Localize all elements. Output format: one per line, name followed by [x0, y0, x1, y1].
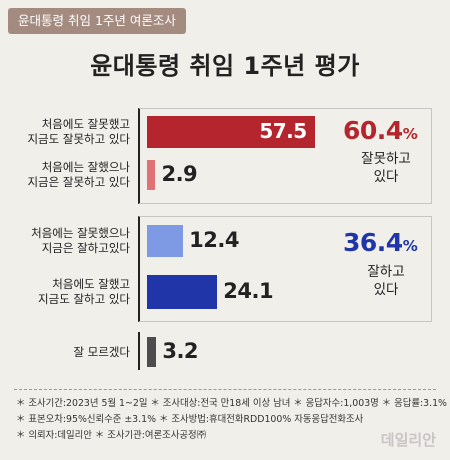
axis-line-unknown: [138, 332, 140, 370]
bar: [147, 275, 218, 309]
dailian-logo: 데일리안: [380, 431, 436, 449]
row-label-line: 처음에는 잘못했으나: [31, 226, 130, 240]
negative-total: 60.4%: [343, 116, 418, 145]
row-label: 잘 모르겠다: [73, 345, 130, 360]
negative-label-line-2: 있다: [373, 169, 399, 185]
bar: [147, 337, 157, 367]
row-label-line: 처음에도 잘했고: [52, 277, 130, 291]
positive-label-line-1: 잘하고: [367, 264, 405, 280]
bar-value-label: 3.2: [162, 339, 199, 363]
survey-notes: ＊ 조사기간:2023년 5월 1~2일 ＊ 조사대상:전국 만18세 이상 남…: [16, 396, 447, 444]
positive-total-value: 36.4: [343, 228, 403, 257]
survey-tag: 윤대통령 취임 1주년 여론조사: [8, 8, 186, 34]
bar: [147, 160, 156, 190]
bar-value-label: 12.4: [189, 228, 239, 252]
note-line-1: ＊ 조사기간:2023년 5월 1~2일 ＊ 조사대상:전국 만18세 이상 남…: [16, 398, 447, 409]
row-label-line: 잘 모르겠다: [73, 344, 130, 359]
positive-total-unit: %: [402, 237, 418, 255]
row-label-line: 처음에도 잘못했고: [41, 117, 130, 131]
positive-label-line-2: 있다: [373, 282, 399, 298]
negative-group-box: [138, 108, 432, 204]
bar: [147, 225, 184, 257]
negative-total-value: 60.4: [343, 116, 403, 145]
note-line-3: ＊ 의뢰자:데일리안 ＊ 조사기관:여론조사공정㈜: [16, 430, 207, 441]
bar: [147, 116, 315, 148]
positive-total-label: 잘하고 있다: [350, 263, 422, 299]
row-label-line: 지금은 잘못하고 있다: [27, 175, 130, 189]
negative-label-line-1: 잘못하고: [361, 151, 411, 167]
row-label-line: 지금도 잘못하고 있다: [27, 132, 130, 146]
bar-value-label: 24.1: [223, 279, 274, 303]
row-label: 처음에도 잘했고 지금도 잘하고 있다: [38, 277, 130, 307]
chart-title: 윤대통령 취임 1주년 평가: [90, 52, 360, 80]
positive-total: 36.4%: [343, 228, 418, 257]
row-label-line: 지금은 잘하고있다: [41, 241, 130, 255]
row-label-line: 지금도 잘하고 있다: [38, 292, 130, 306]
bar-value-label: 2.9: [161, 162, 198, 186]
positive-group-box: [138, 216, 432, 322]
note-line-2: ＊ 표본오차:95%신뢰수준 ±3.1% ＊ 조사방법:휴대전화RDD100% …: [16, 414, 364, 425]
negative-total-unit: %: [402, 125, 418, 143]
notes-divider: [14, 389, 436, 390]
row-label: 처음에는 잘못했으나 지금은 잘하고있다: [31, 226, 130, 256]
row-label: 처음에도 잘못했고 지금도 잘못하고 있다: [27, 117, 130, 147]
bar-value-label: 57.5: [259, 119, 307, 143]
negative-total-label: 잘못하고 있다: [350, 150, 422, 186]
row-label: 처음에는 잘했으나 지금은 잘못하고 있다: [27, 160, 130, 190]
row-label-line: 처음에는 잘했으나: [41, 160, 130, 174]
